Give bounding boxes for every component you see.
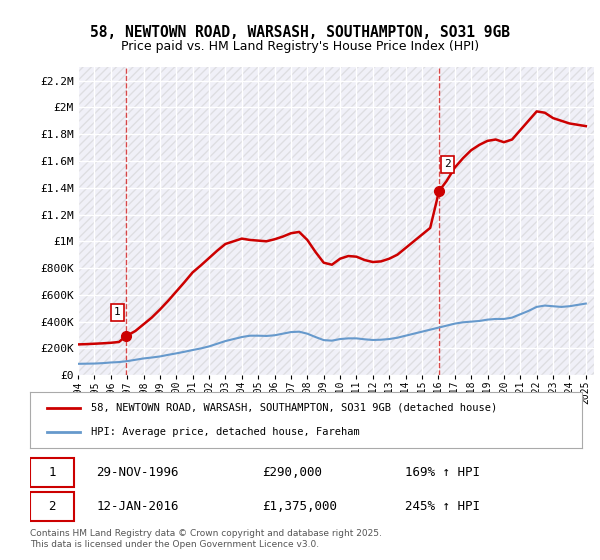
Text: 1: 1 bbox=[49, 466, 56, 479]
Text: Price paid vs. HM Land Registry's House Price Index (HPI): Price paid vs. HM Land Registry's House … bbox=[121, 40, 479, 53]
Text: 29-NOV-1996: 29-NOV-1996 bbox=[96, 466, 179, 479]
Text: 58, NEWTOWN ROAD, WARSASH, SOUTHAMPTON, SO31 9GB: 58, NEWTOWN ROAD, WARSASH, SOUTHAMPTON, … bbox=[90, 25, 510, 40]
Text: Contains HM Land Registry data © Crown copyright and database right 2025.
This d: Contains HM Land Registry data © Crown c… bbox=[30, 529, 382, 549]
Text: 2: 2 bbox=[49, 500, 56, 514]
Text: £1,375,000: £1,375,000 bbox=[262, 500, 337, 514]
Text: HPI: Average price, detached house, Fareham: HPI: Average price, detached house, Fare… bbox=[91, 427, 359, 437]
Text: £290,000: £290,000 bbox=[262, 466, 322, 479]
Text: 58, NEWTOWN ROAD, WARSASH, SOUTHAMPTON, SO31 9GB (detached house): 58, NEWTOWN ROAD, WARSASH, SOUTHAMPTON, … bbox=[91, 403, 497, 413]
Text: 1: 1 bbox=[114, 307, 121, 318]
FancyBboxPatch shape bbox=[30, 458, 74, 487]
Text: 245% ↑ HPI: 245% ↑ HPI bbox=[406, 500, 481, 514]
FancyBboxPatch shape bbox=[30, 492, 74, 521]
Text: 12-JAN-2016: 12-JAN-2016 bbox=[96, 500, 179, 514]
Text: 169% ↑ HPI: 169% ↑ HPI bbox=[406, 466, 481, 479]
Text: 2: 2 bbox=[444, 159, 451, 169]
